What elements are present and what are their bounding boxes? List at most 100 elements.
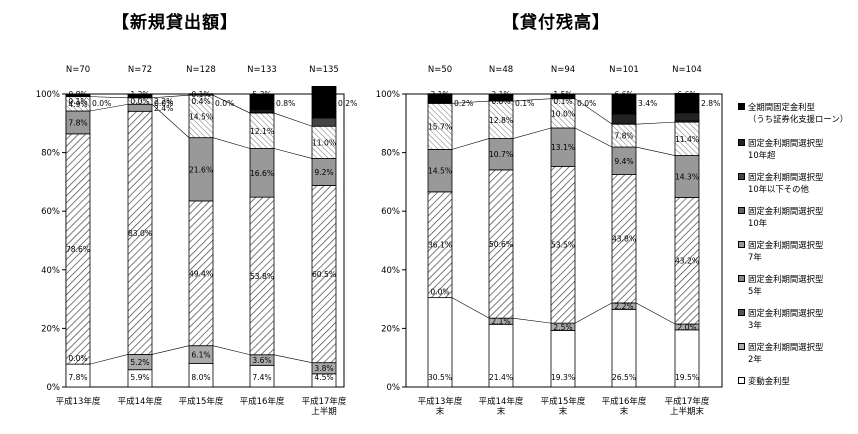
legend-swatch bbox=[738, 343, 745, 350]
data-label: 0.1% bbox=[553, 97, 572, 106]
data-label: 21.4% bbox=[489, 373, 513, 382]
category-label: 末 bbox=[620, 406, 629, 417]
legend-label: 全期間固定金利型 （うち証券化支援ローン） bbox=[748, 101, 848, 125]
n-label: N=48 bbox=[489, 65, 513, 75]
connector-line bbox=[212, 345, 251, 356]
category-label: 平成14年度 bbox=[118, 396, 163, 407]
legend-label-sub: 10年以下その他 bbox=[748, 184, 809, 194]
data-label: 30.5% bbox=[428, 373, 452, 382]
data-label: 11.0% bbox=[312, 138, 336, 147]
data-label: 4.9% bbox=[68, 100, 87, 109]
data-label: 53.8% bbox=[250, 272, 274, 281]
data-label: (0.4%) bbox=[674, 97, 699, 106]
data-label: 0.0% bbox=[577, 99, 596, 108]
data-label: 9.4% bbox=[614, 157, 633, 166]
bar-segment bbox=[611, 94, 637, 115]
category-label: 上半期 bbox=[311, 406, 337, 417]
data-label: 19.5% bbox=[675, 373, 699, 382]
n-label: N=128 bbox=[186, 65, 216, 75]
y-tick-label: 60% bbox=[381, 207, 400, 217]
data-label: 3.6% bbox=[252, 356, 271, 365]
connector-line bbox=[451, 138, 490, 150]
bar-segment bbox=[311, 158, 337, 186]
data-label: 0.8% bbox=[68, 90, 87, 99]
data-label: 6.6% bbox=[614, 90, 633, 99]
connector-line bbox=[635, 146, 676, 156]
chart-title-new-loans: 【新規貸出額】 bbox=[112, 13, 238, 33]
bar-segment bbox=[488, 138, 514, 171]
n-label: N=70 bbox=[66, 65, 90, 75]
category-label: 末 bbox=[559, 406, 568, 417]
data-label: 2.2% bbox=[614, 302, 633, 311]
chart-0: 0% 20% 40% 60% 80% 100% N=70 平成13年度 7.8% 0.0% 78.6… bbox=[36, 65, 358, 417]
connector-line bbox=[512, 98, 552, 102]
data-label: 1.5% bbox=[553, 90, 572, 99]
legend-label-main: 固定金利期間選択型 bbox=[748, 172, 824, 182]
category-label: 平成17年度 bbox=[302, 396, 347, 407]
bar-segment bbox=[674, 197, 700, 325]
data-label: 7.8% bbox=[68, 118, 87, 127]
data-label: 0.0% bbox=[430, 97, 449, 106]
connector-line bbox=[512, 127, 552, 139]
data-label: 8.0% bbox=[191, 373, 210, 382]
legend-swatch bbox=[738, 275, 745, 282]
data-label: 10.6% bbox=[312, 90, 336, 99]
data-label: 16.6% bbox=[250, 169, 274, 178]
bar-segment bbox=[611, 113, 637, 125]
data-label: 2.0% bbox=[677, 323, 696, 332]
connector-line bbox=[273, 112, 313, 127]
data-label: 5.2% bbox=[130, 358, 149, 367]
connector-line bbox=[151, 345, 190, 355]
data-label: 14.3% bbox=[675, 172, 699, 181]
bar-segment bbox=[550, 93, 576, 99]
data-label: 5.9% bbox=[130, 373, 149, 382]
data-label: 0.2% bbox=[338, 99, 357, 108]
data-label: 3.8% bbox=[314, 364, 333, 373]
legend-item: 固定金利期間選択型 10年以下その他 bbox=[738, 171, 856, 205]
connector-line bbox=[512, 317, 552, 324]
data-label: 43.8% bbox=[612, 235, 636, 244]
legend-swatch bbox=[738, 309, 745, 316]
legend-swatch bbox=[738, 139, 745, 146]
data-label: 0.1% bbox=[68, 97, 87, 106]
data-label: 60.5% bbox=[312, 270, 336, 279]
data-label: 0.1% bbox=[515, 99, 534, 108]
y-tick-label: 40% bbox=[41, 266, 60, 276]
legend-label: 固定金利期間選択型 10年超 bbox=[748, 137, 823, 161]
n-label: N=101 bbox=[609, 65, 639, 75]
bar-segment bbox=[550, 98, 576, 129]
connector-line bbox=[635, 121, 676, 125]
data-label: 53.5% bbox=[551, 241, 575, 250]
legend-label-sub: （うち証券化支援ローン） bbox=[748, 114, 849, 124]
legend-label: 変動金利型 bbox=[748, 375, 790, 387]
y-tick-label: 100% bbox=[36, 90, 60, 100]
data-label: 0.0% bbox=[154, 99, 173, 108]
bar-segment bbox=[674, 112, 700, 122]
bar-segment bbox=[427, 93, 453, 104]
legend-item: 固定金利期間選択型 5年 bbox=[738, 273, 856, 307]
bar-segment bbox=[611, 174, 637, 304]
n-label: N=133 bbox=[247, 65, 277, 75]
legend-label-main: 固定金利期間選択型 bbox=[748, 342, 824, 352]
bar-segment bbox=[427, 191, 453, 299]
data-label: (2.8%) bbox=[311, 97, 336, 106]
y-tick-label: 100% bbox=[376, 90, 400, 100]
n-label: N=72 bbox=[128, 65, 152, 75]
bar-segment bbox=[427, 297, 453, 388]
data-label: 14.5% bbox=[189, 112, 213, 121]
data-label: 0.4% bbox=[191, 97, 210, 106]
y-tick-label: 20% bbox=[381, 324, 400, 334]
data-label: 12.1% bbox=[250, 127, 274, 136]
data-label: 11.4% bbox=[675, 135, 699, 144]
category-label: 末 bbox=[497, 406, 506, 417]
legend-swatch bbox=[738, 103, 745, 110]
legend-label-main: 変動金利型 bbox=[748, 376, 790, 386]
data-label: 14.5% bbox=[428, 167, 452, 176]
data-label: 19.3% bbox=[551, 373, 575, 382]
data-label: 2.1% bbox=[491, 317, 510, 326]
connector-line bbox=[151, 94, 190, 99]
legend-label-sub: 7年 bbox=[748, 252, 762, 262]
bar-segment bbox=[550, 165, 576, 324]
data-label: 21.6% bbox=[189, 165, 213, 174]
